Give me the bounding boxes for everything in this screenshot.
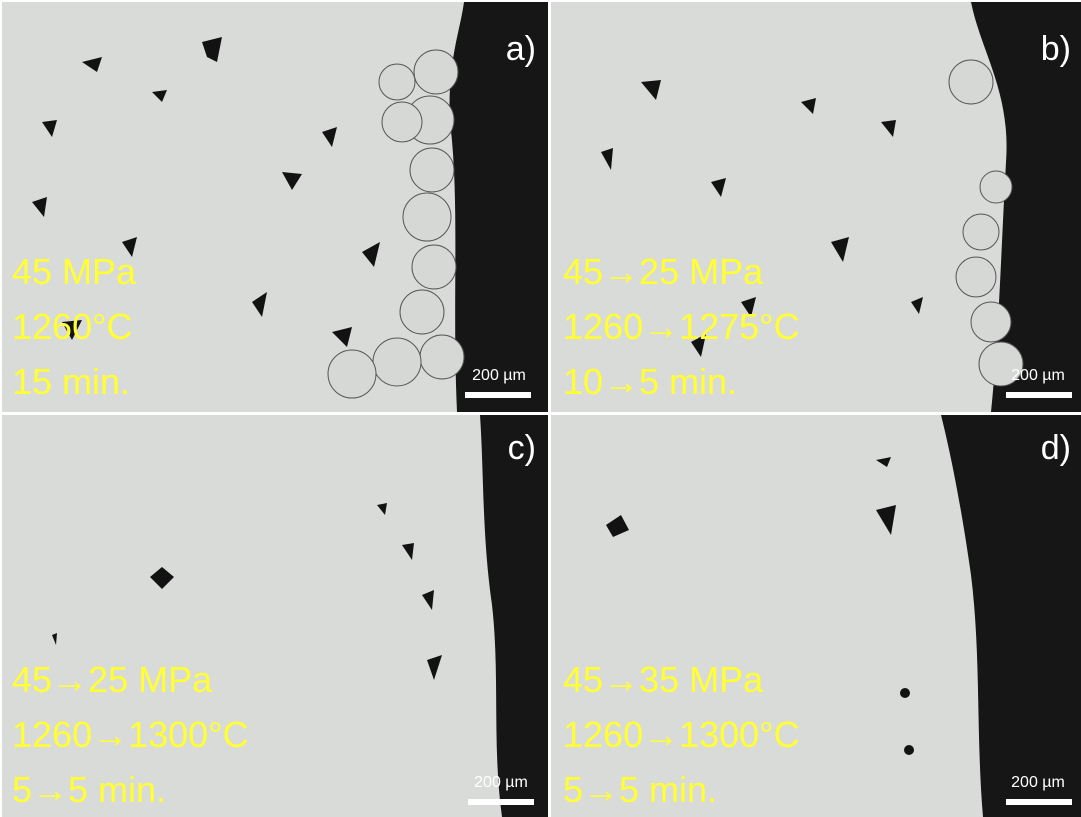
panel-label: a) [506,30,536,68]
figure: a) 45 MPa 1260°C 15 min. 200 µm b) 45→25… [0,0,1081,817]
condition: 5→5 min. [12,769,166,810]
panel-d: d) 45→35 MPa 1260→1300°C 5→5 min. 200 µm [551,415,1081,817]
condition: 45 MPa [12,251,137,292]
condition: 1260→1300°C [12,714,249,755]
panel-b: b) 45→25 MPa 1260→1275°C 10→5 min. 200 µ… [551,2,1081,412]
scale-bar [468,799,534,805]
condition: 15 min. [12,361,130,402]
condition: 45→35 MPa [563,659,764,700]
panel-a: a) 45 MPa 1260°C 15 min. 200 µm [2,2,548,412]
scale-bar-label: 200 µm [1011,774,1065,791]
panel-label: b) [1041,30,1071,68]
scale-bar [1006,799,1072,805]
micrograph [2,415,548,817]
scale-bar [465,392,531,398]
panel-label: c) [508,429,536,467]
condition: 5→5 min. [563,769,717,810]
condition: 45→25 MPa [12,659,213,700]
scale-bar-label: 200 µm [472,367,526,384]
panel-c: c) 45→25 MPa 1260→1300°C 5→5 min. 200 µm [2,415,548,817]
scale-bar-label: 200 µm [1011,367,1065,384]
condition: 1260→1300°C [563,714,800,755]
panel-label: d) [1041,429,1071,467]
condition: 10→5 min. [563,361,737,402]
scale-bar-label: 200 µm [474,774,528,791]
condition: 1260→1275°C [563,306,800,347]
condition: 1260°C [12,306,132,347]
scale-bar [1006,392,1072,398]
condition: 45→25 MPa [563,251,764,292]
